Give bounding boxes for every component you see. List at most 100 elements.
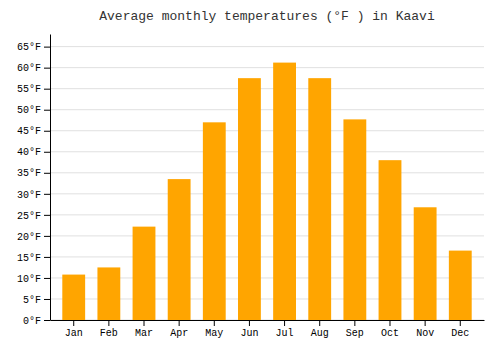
tick: 5°F [23,295,50,306]
tick: Feb [100,320,118,339]
tick-label: 5°F [23,295,41,306]
tick-label: Mar [135,328,153,339]
tick-mark [73,320,74,326]
tick-mark [425,320,426,326]
grid-line [50,67,484,68]
tick: Jul [276,320,294,339]
bar [168,179,191,320]
chart: 0°F 5°F 10°F 15°F 20°F 25°F 30°F 35°F 40°F 45°F 50… [0,0,500,350]
grid-line [50,151,484,152]
bar [449,251,472,320]
tick-label: 65°F [17,42,41,53]
tick: 65°F [17,42,50,53]
tick-mark [389,320,390,326]
tick-mark [44,68,50,69]
tick-mark [179,320,180,326]
tick-mark [44,236,50,237]
tick-mark [249,320,250,326]
tick-label: 25°F [17,211,41,222]
tick-label: May [205,328,223,339]
tick: 0°F [23,316,50,327]
tick: Jan [65,320,83,339]
grid-line [50,172,484,173]
tick-mark [44,278,50,279]
tick-label: Apr [170,328,188,339]
tick-mark [319,320,320,326]
bars [62,63,471,320]
grid-line [50,46,484,47]
tick: Nov [416,320,434,339]
tick: Sep [346,320,364,339]
bar [203,122,226,320]
tick: Jun [240,320,258,339]
bar [343,119,366,320]
tick-mark [44,257,50,258]
tick: 55°F [17,84,50,95]
tick-mark [44,320,50,321]
bar [62,275,85,320]
bar [414,207,437,320]
tick: 10°F [17,274,50,285]
tick: Aug [311,320,329,339]
tick-label: Oct [381,328,399,339]
tick-label: 30°F [17,190,41,201]
plot: 0°F 5°F 10°F 15°F 20°F 25°F 30°F 35°F 40°F 45°F 50… [17,35,485,340]
grid-line [50,130,484,131]
axis-line [51,320,485,321]
tick-label: 0°F [23,316,41,327]
tick: 50°F [17,105,50,116]
bar [273,63,296,320]
bar [133,227,156,320]
tick: 45°F [17,126,50,137]
tick: 25°F [17,211,50,222]
tick: 20°F [17,232,50,243]
tick-mark [460,320,461,326]
tick-label: 40°F [17,147,41,158]
tick: Dec [451,320,469,339]
bar [238,78,261,320]
grid [50,47,484,320]
grid-line [50,193,484,194]
tick: Oct [381,320,399,339]
tick: Apr [170,320,188,339]
tick-label: Sep [346,328,364,339]
bar [97,267,120,320]
bar [379,160,402,320]
grid-line [50,88,484,89]
x-axis: Jan Feb Mar Apr May Jun Jul Aug Sep Oct Nov Dec [51,320,485,339]
axis-line [50,35,51,321]
tick-label: 55°F [17,84,41,95]
tick: 60°F [17,63,50,74]
tick-mark [44,110,50,111]
bar [308,78,331,320]
tick-label: 60°F [17,63,41,74]
tick-label: 50°F [17,105,41,116]
grid-line [50,109,484,110]
tick-label: 15°F [17,253,41,264]
tick-mark [44,89,50,90]
tick-mark [44,173,50,174]
tick: 15°F [17,253,50,264]
tick-label: Jan [65,328,83,339]
tick-label: Aug [311,328,329,339]
title: Average monthly temperatures (°F ) in Ka… [99,9,435,24]
tick: Mar [135,320,153,339]
y-axis: 0°F 5°F 10°F 15°F 20°F 25°F 30°F 35°F 40°F 45°F 50… [17,35,51,327]
tick-mark [108,320,109,326]
tick-mark [214,320,215,326]
tick-label: Dec [451,328,469,339]
tick: 35°F [17,168,50,179]
tick-label: Jul [276,328,294,339]
tick-mark [144,320,145,326]
tick-mark [44,299,50,300]
tick-mark [44,194,50,195]
tick-mark [354,320,355,326]
tick-mark [44,47,50,48]
tick-label: 35°F [17,168,41,179]
tick-label: 10°F [17,274,41,285]
tick-label: Feb [100,328,118,339]
tick-mark [44,131,50,132]
tick-label: Jun [240,328,258,339]
tick-label: 45°F [17,126,41,137]
tick-mark [44,215,50,216]
